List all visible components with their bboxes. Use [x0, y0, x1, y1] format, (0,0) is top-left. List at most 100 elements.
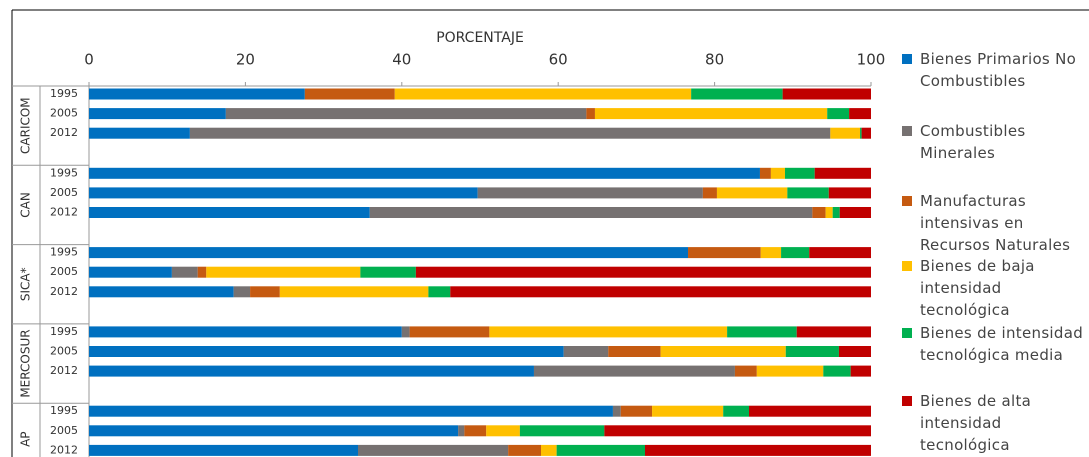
- bar-segment: [508, 444, 541, 456]
- y-tick-label: 2005: [50, 186, 78, 199]
- bar-segment: [415, 266, 871, 278]
- bar-segment: [394, 88, 692, 100]
- bar-segment: [812, 207, 826, 218]
- bar-segment: [89, 266, 172, 278]
- bar-segment: [787, 187, 829, 199]
- bar-segment: [782, 88, 871, 100]
- bar-segment: [652, 405, 724, 417]
- bar-segment: [608, 346, 661, 357]
- bar-segment: [827, 108, 850, 120]
- bar-segment: [369, 207, 813, 218]
- bar-segment: [830, 127, 861, 139]
- bar-segment: [645, 444, 871, 456]
- bar-segment: [781, 247, 810, 259]
- bar-segment: [489, 326, 728, 338]
- bar-segment: [409, 326, 490, 338]
- bar-segment: [89, 207, 370, 218]
- bar-segment: [428, 286, 451, 298]
- group-label: CARICOM: [19, 97, 33, 154]
- legend-swatch: [902, 328, 912, 338]
- bar-segment: [279, 286, 429, 298]
- bar-segment: [620, 405, 653, 417]
- y-tick-label: 2005: [50, 265, 78, 278]
- bar-segment: [89, 444, 359, 456]
- bar-segment: [749, 405, 871, 417]
- bar-segment: [727, 326, 797, 338]
- bar-segment: [250, 286, 280, 298]
- group-label: MERCOSUR: [19, 329, 33, 397]
- bar-segment: [784, 167, 815, 179]
- y-tick-label: 1995: [50, 166, 78, 179]
- bar-segment: [604, 425, 871, 437]
- bar-segment: [458, 425, 465, 437]
- bar-segment: [586, 108, 595, 120]
- y-tick-label: 2012: [50, 126, 78, 139]
- x-tick-label: 80: [705, 51, 724, 69]
- bar-segment: [401, 326, 410, 338]
- bar-segment: [450, 286, 871, 298]
- bar-segment: [734, 365, 757, 377]
- bar-segment: [233, 286, 251, 298]
- legend-swatch: [902, 261, 912, 271]
- bar-segment: [814, 167, 871, 179]
- bar-segment: [688, 247, 761, 259]
- bar-segment: [477, 187, 703, 199]
- bar-segment: [785, 346, 839, 357]
- legend-swatch: [902, 396, 912, 406]
- bar-segment: [89, 425, 459, 437]
- bar-segment: [832, 207, 840, 218]
- bar-segment: [796, 326, 871, 338]
- legend-label: Bienes de intensidad tecnológica media: [920, 324, 1084, 364]
- bar-segment: [486, 425, 520, 437]
- bar-segment: [770, 167, 785, 179]
- bar-segment: [839, 207, 871, 218]
- group-label: SICA*: [19, 267, 33, 301]
- bar-segment: [723, 405, 750, 417]
- x-tick-label: 0: [84, 51, 94, 69]
- bar-segment: [825, 207, 833, 218]
- bar-segment: [716, 187, 788, 199]
- bar-segment: [89, 108, 226, 120]
- bar-segment: [89, 326, 402, 338]
- bar-segment: [197, 266, 207, 278]
- bar-segment: [860, 127, 862, 139]
- bar-segment: [519, 425, 605, 437]
- bar-segment: [360, 266, 416, 278]
- bar-segment: [89, 167, 760, 179]
- group-label: AP: [19, 431, 33, 446]
- bar-segment: [838, 346, 871, 357]
- legend-swatch: [902, 126, 912, 136]
- y-tick-label: 1995: [50, 87, 78, 100]
- x-tick-label: 60: [549, 51, 568, 69]
- bar-segment: [823, 365, 851, 377]
- bar-segment: [702, 187, 717, 199]
- bar-segment: [89, 247, 689, 259]
- bar-segment: [189, 127, 831, 139]
- bar-segment: [849, 108, 871, 120]
- x-tick-label: 100: [857, 51, 886, 69]
- legend-label: Combustibles Minerales: [920, 122, 1026, 162]
- y-tick-label: 2005: [50, 424, 78, 437]
- bar-segment: [612, 405, 621, 417]
- bar-segment: [563, 346, 609, 357]
- bar-segment: [760, 247, 782, 259]
- bar-segment: [533, 365, 735, 377]
- y-tick-label: 1995: [50, 246, 78, 259]
- x-axis-title: PORCENTAJE: [436, 30, 524, 46]
- bar-segment: [756, 365, 824, 377]
- bar-segment: [171, 266, 198, 278]
- legend-swatch: [902, 196, 912, 206]
- x-tick-label: 20: [236, 51, 255, 69]
- legend-label: Bienes de baja intensidad tecnológica: [920, 257, 1035, 319]
- x-tick-label: 40: [392, 51, 411, 69]
- y-tick-label: 2005: [50, 107, 78, 120]
- bar-segment: [304, 88, 395, 100]
- bar-segment: [556, 444, 646, 456]
- bar-segment: [89, 405, 613, 417]
- bar-segment: [759, 167, 771, 179]
- bar-segment: [206, 266, 361, 278]
- legend-label: Bienes Primarios No Combustibles: [920, 50, 1077, 90]
- bar-segment: [850, 365, 871, 377]
